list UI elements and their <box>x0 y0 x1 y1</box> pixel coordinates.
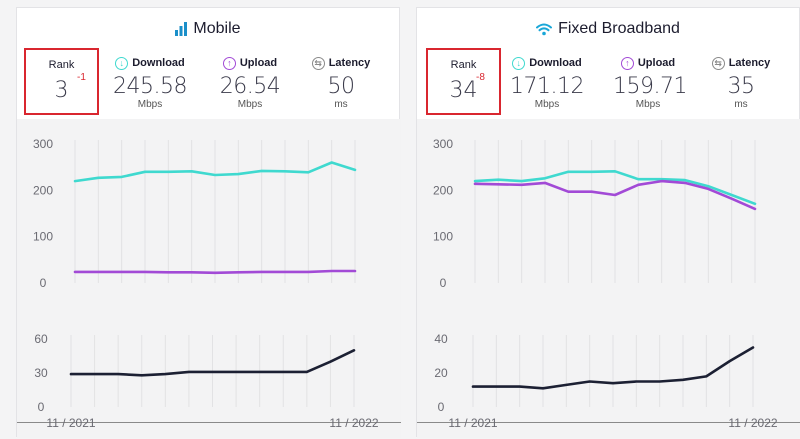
fixed-speed-y-tick-label: 100 <box>433 230 453 244</box>
fixed-latency-y-tick-label: 40 <box>434 332 448 346</box>
fixed-metrics: Rank 34 -8 ↓ Download 171.12 Mbps ↑ Uplo… <box>417 44 799 120</box>
upload-arrow-icon: ↑ <box>620 56 634 70</box>
fixed-broadband-panel: Fixed Broadband Rank 34 -8 ↓ Download 17… <box>416 7 800 438</box>
mobile-download-unit: Mbps <box>137 99 163 110</box>
download-label-text: Download <box>529 57 582 69</box>
mobile-chart-area: 0 100 200 300 0 30 60 11 / 2021 11 / 2022 <box>17 119 401 438</box>
fixed-latency-x-tick-label: 11 / 2022 <box>728 416 777 430</box>
fixed-upload-label: ↑ Upload <box>613 55 683 71</box>
latency-swap-icon: ⇆ <box>311 56 325 70</box>
mobile-latency-unit: ms <box>334 99 348 110</box>
mobile-latency-x-tick-label: 11 / 2022 <box>329 416 378 430</box>
fixed-rank-label: Rank <box>450 59 477 71</box>
mobile-title-text: Mobile <box>193 20 241 37</box>
mobile-panel-title: Mobile <box>17 20 399 38</box>
fixed-upload-metric[interactable]: ↑ Upload 159.71 Mbps <box>613 44 687 110</box>
fixed-latency-value: 35 <box>727 74 756 99</box>
fixed-rank-highlight[interactable]: Rank 34 -8 <box>426 48 501 115</box>
fixed-title-text: Fixed Broadband <box>558 20 680 37</box>
mobile-latency-x-tick-label: 11 / 2021 <box>46 416 95 430</box>
wifi-icon <box>536 23 553 35</box>
fixed-speed-y-tick-label: 300 <box>433 137 453 151</box>
fixed-latency-label: ⇆ Latency <box>707 55 775 71</box>
latency-label-text: Latency <box>728 57 771 69</box>
fixed-panel-title: Fixed Broadband <box>417 20 799 38</box>
mobile-rank-delta: -1 <box>77 72 86 83</box>
mobile-latency-label: ⇆ Latency <box>307 55 375 71</box>
mobile-latency-latency-series-line[interactable] <box>69 349 356 377</box>
fixed-upload-value: 159.71 <box>613 74 687 99</box>
fixed-speed-download-series-line[interactable] <box>473 170 757 206</box>
mobile-speed-download-series-line[interactable] <box>73 161 357 183</box>
mobile-metrics: Rank 3 -1 ↓ Download 245.58 Mbps ↑ Uploa… <box>17 44 399 120</box>
mobile-download-value: 245.58 <box>113 74 187 99</box>
mobile-speed-y-tick-label: 200 <box>33 183 53 197</box>
mobile-download-metric[interactable]: ↓ Download 245.58 Mbps <box>110 44 190 110</box>
mobile-upload-metric[interactable]: ↑ Upload 26.54 Mbps <box>215 44 285 110</box>
mobile-panel: Mobile Rank 3 -1 ↓ Download 245.58 Mbps … <box>16 7 401 438</box>
mobile-rank-highlight[interactable]: Rank 3 -1 <box>24 48 99 115</box>
mobile-speed-y-tick-label: 0 <box>40 276 47 290</box>
fixed-download-unit: Mbps <box>534 99 560 110</box>
mobile-latency-y-tick-label: 30 <box>34 366 48 380</box>
fixed-chart-area: 0 100 200 300 0 20 40 11 / 2021 11 / 2022 <box>417 119 800 438</box>
fixed-latency-y-tick-label: 0 <box>438 400 445 414</box>
fixed-download-value: 171.12 <box>510 74 584 99</box>
fixed-latency-chart[interactable]: 0 20 40 11 / 2021 11 / 2022 <box>417 323 800 439</box>
download-label-text: Download <box>132 57 185 69</box>
fixed-chart-divider <box>417 422 800 423</box>
mobile-speed-chart[interactable]: 0 100 200 300 <box>17 119 401 299</box>
mobile-latency-chart[interactable]: 0 30 60 11 / 2021 11 / 2022 <box>17 323 401 439</box>
fixed-speed-chart[interactable]: 0 100 200 300 <box>417 119 800 299</box>
fixed-latency-metric[interactable]: ⇆ Latency 35 ms <box>707 44 775 110</box>
fixed-latency-x-tick-label: 11 / 2021 <box>448 416 497 430</box>
mobile-latency-metric[interactable]: ⇆ Latency 50 ms <box>307 44 375 110</box>
fixed-latency-y-tick-label: 20 <box>434 366 448 380</box>
fixed-rank-value: 34 <box>449 78 478 103</box>
fixed-speed-y-tick-label: 200 <box>433 183 453 197</box>
latency-swap-icon: ⇆ <box>711 56 725 70</box>
mobile-rank-label: Rank <box>48 59 75 71</box>
upload-arrow-icon: ↑ <box>222 56 236 70</box>
download-arrow-icon: ↓ <box>115 56 129 70</box>
fixed-download-label: ↓ Download <box>507 55 587 71</box>
mobile-latency-value: 50 <box>327 74 356 99</box>
mobile-download-label: ↓ Download <box>110 55 190 71</box>
download-arrow-icon: ↓ <box>512 56 526 70</box>
fixed-upload-unit: Mbps <box>635 99 661 110</box>
mobile-latency-y-tick-label: 0 <box>38 400 45 414</box>
fixed-download-metric[interactable]: ↓ Download 171.12 Mbps <box>507 44 587 110</box>
fixed-latency-unit: ms <box>734 99 748 110</box>
latency-label-text: Latency <box>328 57 371 69</box>
mobile-speed-upload-series-line[interactable] <box>73 269 357 275</box>
upload-label-text: Upload <box>637 57 676 69</box>
mobile-upload-label: ↑ Upload <box>215 55 285 71</box>
mobile-speed-y-tick-label: 300 <box>33 137 53 151</box>
mobile-latency-y-tick-label: 60 <box>34 332 48 346</box>
mobile-upload-value: 26.54 <box>219 74 281 99</box>
fixed-rank-delta: -8 <box>476 72 485 83</box>
fixed-latency-latency-series-line[interactable] <box>471 346 755 390</box>
mobile-speed-y-tick-label: 100 <box>33 230 53 244</box>
mobile-chart-divider <box>17 422 401 423</box>
upload-label-text: Upload <box>239 57 278 69</box>
mobile-rank-value: 3 <box>54 78 69 103</box>
mobile-upload-unit: Mbps <box>237 99 263 110</box>
signal-bars-icon <box>175 22 188 36</box>
fixed-speed-upload-series-line[interactable] <box>473 179 757 211</box>
fixed-speed-y-tick-label: 0 <box>440 276 447 290</box>
